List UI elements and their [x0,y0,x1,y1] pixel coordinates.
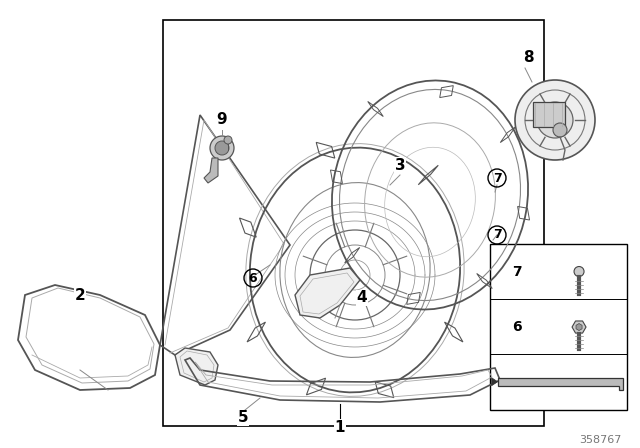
Circle shape [215,141,229,155]
Text: 4: 4 [356,290,367,306]
Text: 3: 3 [395,158,405,172]
Bar [163,20,544,426]
Polygon shape [175,348,218,385]
Polygon shape [204,158,218,183]
Bar [533,102,565,127]
Text: 8: 8 [523,51,533,65]
Circle shape [537,102,573,138]
Polygon shape [576,323,582,331]
Text: 7: 7 [512,264,522,279]
Circle shape [574,267,584,276]
Text: 5: 5 [237,410,248,426]
Text: 6: 6 [249,271,257,284]
Text: 7: 7 [493,228,501,241]
Text: 6: 6 [512,320,522,334]
Polygon shape [492,378,498,386]
Circle shape [515,80,595,160]
Circle shape [553,123,567,137]
Text: 2: 2 [75,288,85,302]
Text: 9: 9 [217,112,227,128]
Text: 7: 7 [493,172,501,185]
Polygon shape [498,378,623,390]
Text: 1: 1 [335,421,345,435]
Bar [490,244,627,410]
Circle shape [224,136,232,144]
Polygon shape [572,321,586,333]
Polygon shape [295,268,360,318]
Circle shape [210,136,234,160]
Text: 358767: 358767 [580,435,622,445]
